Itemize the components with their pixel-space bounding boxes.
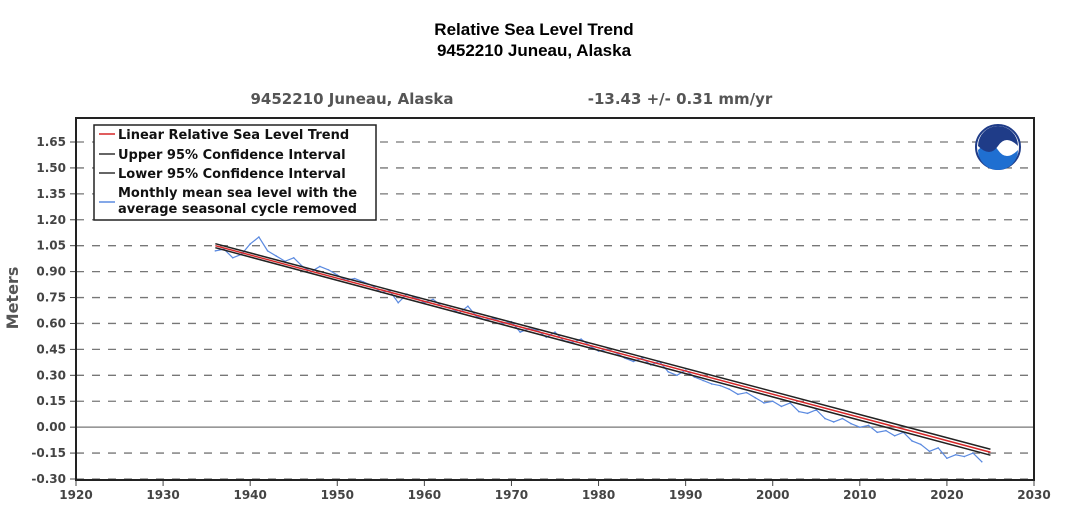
data-point (519, 331, 521, 333)
y-tick-label: 1.20 (36, 213, 66, 227)
data-point (780, 405, 783, 408)
data-point (397, 301, 400, 304)
data-point (841, 417, 844, 420)
lower-ci-line (215, 246, 991, 456)
data-point (467, 305, 469, 307)
data-point (737, 393, 739, 396)
legend-monthly-1: Monthly mean sea level with the (118, 186, 357, 201)
x-tick-label: 2030 (1017, 488, 1050, 502)
data-point (824, 417, 826, 420)
data-point (963, 455, 966, 458)
data-point (954, 454, 957, 456)
data-point (815, 409, 818, 411)
x-tick-label: 1990 (669, 488, 702, 502)
x-tick-label: 1930 (146, 488, 179, 502)
plot-frame (75, 117, 1035, 481)
data-point (728, 388, 730, 390)
y-axis-label: Meters (3, 267, 22, 330)
chart-title: Relative Sea Level Trend (434, 20, 634, 39)
data-point (710, 383, 713, 385)
data-point (667, 371, 670, 373)
data-point (946, 457, 948, 460)
x-tick-label: 1920 (59, 488, 92, 502)
y-tick-label: 0.30 (36, 368, 66, 382)
data-point (789, 402, 791, 404)
y-tick-label: 1.50 (36, 161, 66, 175)
data-point (275, 255, 278, 257)
y-tick-label: 1.65 (36, 135, 66, 149)
data-point (258, 236, 260, 238)
data-point (292, 256, 295, 259)
y-tick-label: 0.15 (36, 394, 66, 408)
legend-lower-ci: Lower 95% Confidence Interval (118, 167, 346, 182)
noaa-logo (975, 124, 1021, 170)
x-tick-label: 1980 (582, 488, 615, 502)
y-tick-label: 0.75 (36, 291, 66, 305)
data-point (911, 440, 913, 442)
data-point (850, 422, 852, 425)
legend: Linear Relative Sea Level Trend Upper 95… (93, 124, 377, 221)
data-point (876, 431, 879, 434)
data-point (353, 277, 356, 280)
data-point (214, 250, 217, 252)
data-point (266, 250, 269, 252)
data-point (554, 331, 556, 333)
x-tick-label: 2010 (843, 488, 876, 502)
x-tick-label: 2020 (930, 488, 963, 502)
data-point (327, 269, 330, 271)
trend-line (215, 244, 991, 453)
data-point (893, 434, 896, 437)
x-tick-label: 1970 (495, 488, 528, 502)
data-point (319, 265, 321, 268)
data-point (632, 360, 635, 363)
y-tick-label: -0.30 (31, 472, 66, 486)
data-point (719, 384, 722, 387)
data-point (937, 447, 939, 449)
y-tick-label: 0.45 (36, 342, 66, 356)
y-tick-label: 0.90 (36, 265, 66, 279)
legend-upper-ci: Upper 95% Confidence Interval (118, 148, 346, 163)
y-tick-label: -0.15 (31, 446, 66, 460)
data-point (919, 443, 922, 446)
x-tick-label: 1950 (321, 488, 354, 502)
x-tick-label: 1940 (233, 488, 266, 502)
legend-monthly-2: average seasonal cycle removed (118, 202, 357, 217)
data-point (745, 391, 748, 394)
data-point (580, 338, 582, 340)
data-point (885, 429, 887, 432)
data-point (972, 452, 974, 454)
data-point (832, 421, 835, 423)
x-tick-label: 2000 (756, 488, 789, 502)
data-point (806, 412, 809, 415)
trend-rate-label: -13.43 +/- 0.31 mm/yr (588, 90, 773, 108)
data-point (702, 379, 704, 382)
data-point (231, 256, 234, 259)
data-point (763, 402, 765, 404)
y-tick-label: 0.60 (36, 316, 66, 330)
y-tick-label: 0.00 (36, 420, 66, 434)
upper-ci-line (215, 242, 991, 450)
station-label: 9452210 Juneau, Alaska (250, 90, 453, 108)
y-tick-label: 1.05 (36, 239, 66, 253)
data-point (980, 460, 983, 463)
data-point (798, 410, 800, 413)
data-point (771, 400, 774, 403)
data-point (432, 298, 434, 301)
data-point (867, 424, 870, 427)
legend-trend: Linear Relative Sea Level Trend (118, 128, 349, 143)
data-point (928, 450, 931, 453)
x-tick-label: 1960 (408, 488, 441, 502)
data-point (859, 426, 861, 428)
data-point (676, 374, 678, 377)
y-tick-label: 1.35 (36, 187, 66, 201)
chart-subtitle: 9452210 Juneau, Alaska (436, 41, 632, 60)
data-point (754, 396, 757, 399)
data-point (249, 243, 251, 245)
